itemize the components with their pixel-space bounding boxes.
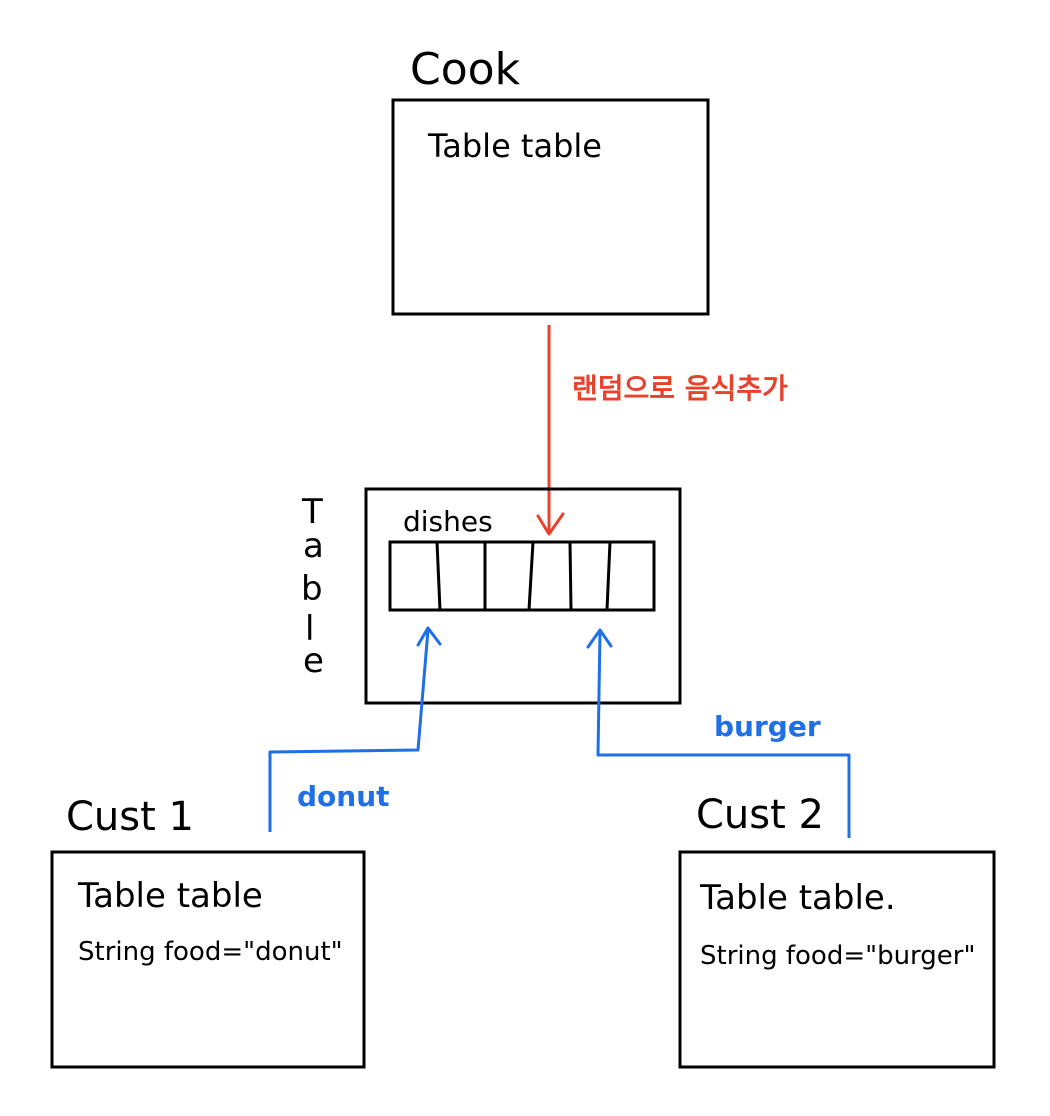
table-title-letter: e (303, 641, 324, 681)
dishes-slot-divider (435, 541, 442, 611)
cust1-field-food: String food="donut" (78, 937, 343, 967)
cust2-arrow-line (596, 631, 851, 838)
table-box (364, 487, 682, 705)
cust1-arrow-head (416, 626, 442, 647)
dishes-slot-divider (568, 541, 573, 611)
dishes-slot-divider (527, 541, 535, 611)
cook-title: Cook (410, 44, 521, 95)
cust1-field-table: Table table (77, 876, 263, 916)
dishes-label: dishes (403, 505, 493, 538)
cust2-title: Cust 2 (696, 792, 824, 838)
cook-box (391, 98, 710, 316)
cust1-arrow-line (268, 629, 430, 832)
dishes-array-outline (388, 540, 656, 612)
cust1-box (50, 850, 366, 1069)
dishes-slot-divider (605, 541, 612, 611)
cust1-to-table-arrow (268, 626, 442, 832)
cust2-arrow-head (586, 628, 613, 649)
cust2-arrow-label: burger (714, 710, 821, 743)
cust1-arrow-label: donut (297, 780, 390, 813)
cook-arrow-head (536, 512, 565, 536)
table-title-letter: l (305, 609, 314, 649)
table-title-letter: b (301, 569, 323, 609)
cust2-to-table-arrow (586, 628, 851, 838)
dishes-array (388, 540, 656, 612)
cust2-box (678, 850, 996, 1069)
cust2-field-table: Table table. (699, 878, 896, 918)
cust2-field-food: String food="burger" (700, 941, 975, 971)
cook-field: Table table (427, 127, 602, 165)
table-title-letter: T (301, 492, 323, 532)
table-title-letter: a (303, 526, 324, 566)
cust1-title: Cust 1 (66, 794, 194, 840)
cook-to-table-arrow (536, 325, 565, 536)
cook-arrow-label: 랜덤으로 음식추가 (572, 372, 788, 405)
table-title: T a b l e (301, 492, 324, 681)
